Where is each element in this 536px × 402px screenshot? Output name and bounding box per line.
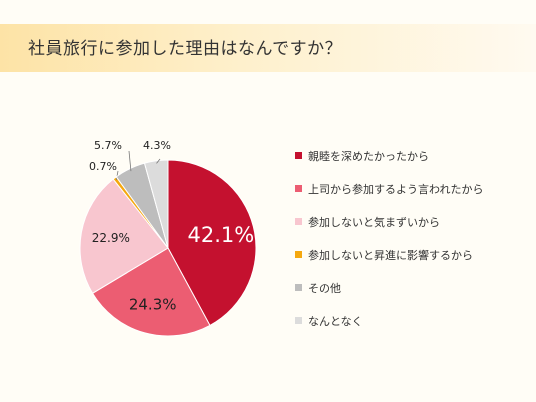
legend-label: 上司から参加するよう言われたから [308, 183, 484, 196]
page-title: 社員旅行に参加した理由はなんですか？ [28, 39, 343, 59]
legend-item-5: その他 [295, 282, 341, 296]
legend-label: なんとなく [308, 315, 363, 328]
data-label-5: 5.7% [94, 139, 122, 152]
leader-line-4 [115, 170, 119, 181]
leader-line-5 [128, 150, 132, 172]
pie-slice-2 [91, 247, 211, 337]
legend-item-3: 参加しないと気まずいから [295, 216, 440, 230]
legend-swatch [295, 284, 302, 291]
legend-item-2: 上司から参加するよう言われたから [295, 183, 483, 197]
title-bar: 社員旅行に参加した理由はなんですか？ [0, 24, 536, 72]
legend-label: その他 [308, 282, 341, 295]
legend-item-4: 参加しないと昇進に影響するから [295, 249, 473, 263]
pie-slice-3 [79, 178, 169, 294]
pie-slice-1 [167, 159, 257, 327]
data-label-4: 0.7% [89, 160, 117, 173]
legend-item-1: 親睦を深めたかったから [295, 150, 429, 164]
legend-item-6: なんとなく [295, 315, 363, 329]
legend-swatch [295, 152, 302, 159]
legend-swatch [295, 317, 302, 324]
legend-label: 親睦を深めたかったから [308, 150, 429, 163]
data-label-6: 4.3% [143, 139, 171, 152]
leader-line-6 [156, 158, 161, 164]
legend-swatch [295, 218, 302, 225]
legend-label: 参加しないと気まずいから [308, 216, 440, 229]
legend-swatch [295, 251, 302, 258]
data-label-2: 24.3% [129, 295, 177, 313]
pie-slice-6 [143, 159, 169, 249]
legend-label: 参加しないと昇進に影響するから [308, 249, 473, 262]
legend-swatch [295, 185, 302, 192]
data-label-1: 42.1% [188, 223, 255, 247]
data-label-3: 22.9% [92, 231, 130, 245]
